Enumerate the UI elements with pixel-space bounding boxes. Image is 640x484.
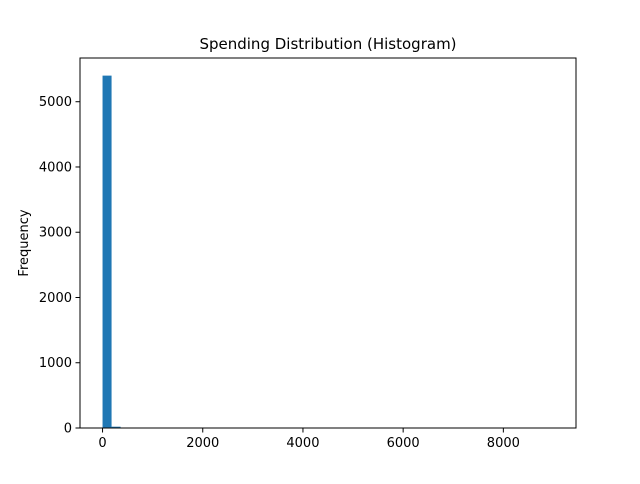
x-tick-label: 2000 — [186, 436, 219, 451]
x-tick-label: 8000 — [487, 436, 520, 451]
x-tick-label: 0 — [98, 436, 106, 451]
y-axis-title: Frequency — [17, 209, 32, 276]
y-tick-label: 1000 — [39, 356, 72, 371]
y-tick-label: 5000 — [39, 95, 72, 110]
y-tick-label: 4000 — [39, 160, 72, 175]
x-tick-label: 4000 — [286, 436, 319, 451]
y-tick-label: 2000 — [39, 291, 72, 306]
chart-title: Spending Distribution (Histogram) — [199, 35, 456, 53]
y-tick-label: 3000 — [39, 226, 72, 241]
x-tick-label: 6000 — [387, 436, 420, 451]
histogram-bar-0 — [103, 76, 112, 428]
y-tick-label: 0 — [64, 422, 72, 437]
